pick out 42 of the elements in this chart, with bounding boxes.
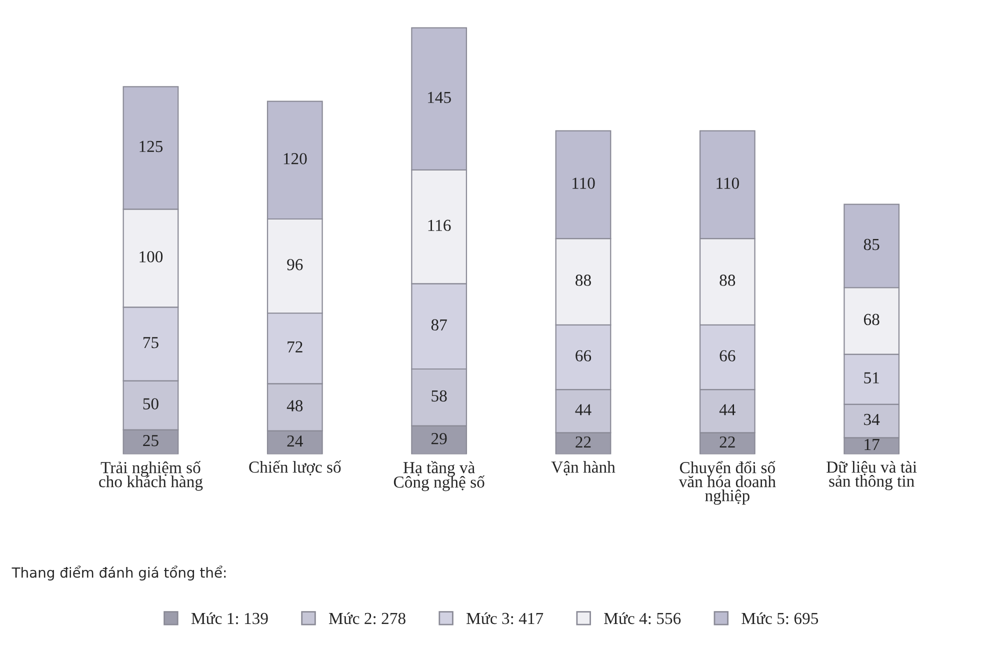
legend-label: Mức 1: 139 bbox=[191, 612, 268, 624]
x-tick-label: Dữ liệu và tài sản thông tin bbox=[826, 460, 917, 490]
data-label: 120 bbox=[284, 153, 307, 164]
x-tick-label: Vận hành bbox=[551, 460, 616, 476]
x-tick-label: Chuyển đổi số văn hóa doanh nghiệp bbox=[678, 461, 776, 505]
data-label: 48 bbox=[286, 400, 303, 412]
data-label: 24 bbox=[287, 436, 303, 447]
data-label: 58 bbox=[432, 390, 447, 402]
data-label: 51 bbox=[864, 372, 879, 384]
data-label: 72 bbox=[288, 341, 302, 352]
x-tick-label: Trải nghiệm số cho khách hàng bbox=[99, 461, 203, 491]
data-label: 50 bbox=[143, 398, 158, 410]
legend-label: Mức 2: 278 bbox=[328, 612, 406, 624]
data-label: 29 bbox=[431, 433, 447, 444]
data-label: 17 bbox=[864, 438, 880, 450]
data-label: 110 bbox=[716, 178, 739, 189]
text: Thang điểm đánh giá tổng thể: bbox=[12, 566, 226, 580]
data-label: 145 bbox=[428, 92, 451, 104]
data-label: 100 bbox=[140, 251, 163, 262]
x-tick-label: Chiến lược số bbox=[249, 460, 342, 476]
data-label: 44 bbox=[575, 404, 592, 416]
data-label: 75 bbox=[143, 337, 158, 348]
data-label: 22 bbox=[576, 436, 591, 448]
data-label: 22 bbox=[720, 436, 735, 448]
legend-label: Mức 4: 556 bbox=[604, 612, 681, 624]
data-label: 85 bbox=[864, 238, 880, 250]
data-label: 88 bbox=[720, 274, 736, 286]
legend-label: Mức 5: 695 bbox=[742, 612, 818, 624]
data-label: 110 bbox=[572, 178, 595, 189]
data-label: 34 bbox=[864, 414, 880, 426]
data-label: 96 bbox=[287, 259, 303, 270]
data-label: 68 bbox=[864, 314, 880, 326]
data-label: 66 bbox=[720, 350, 736, 362]
data-label: 88 bbox=[576, 274, 591, 286]
data-label: 25 bbox=[143, 435, 158, 446]
data-label: 87 bbox=[431, 319, 447, 331]
data-label: 116 bbox=[428, 220, 451, 232]
data-label: 44 bbox=[719, 404, 736, 416]
x-tick-label: Hạ tầng và Công nghệ số bbox=[394, 461, 485, 492]
legend-label: Mức 3: 417 bbox=[466, 612, 544, 624]
data-label: 66 bbox=[576, 350, 592, 362]
data-label: 125 bbox=[140, 140, 163, 152]
